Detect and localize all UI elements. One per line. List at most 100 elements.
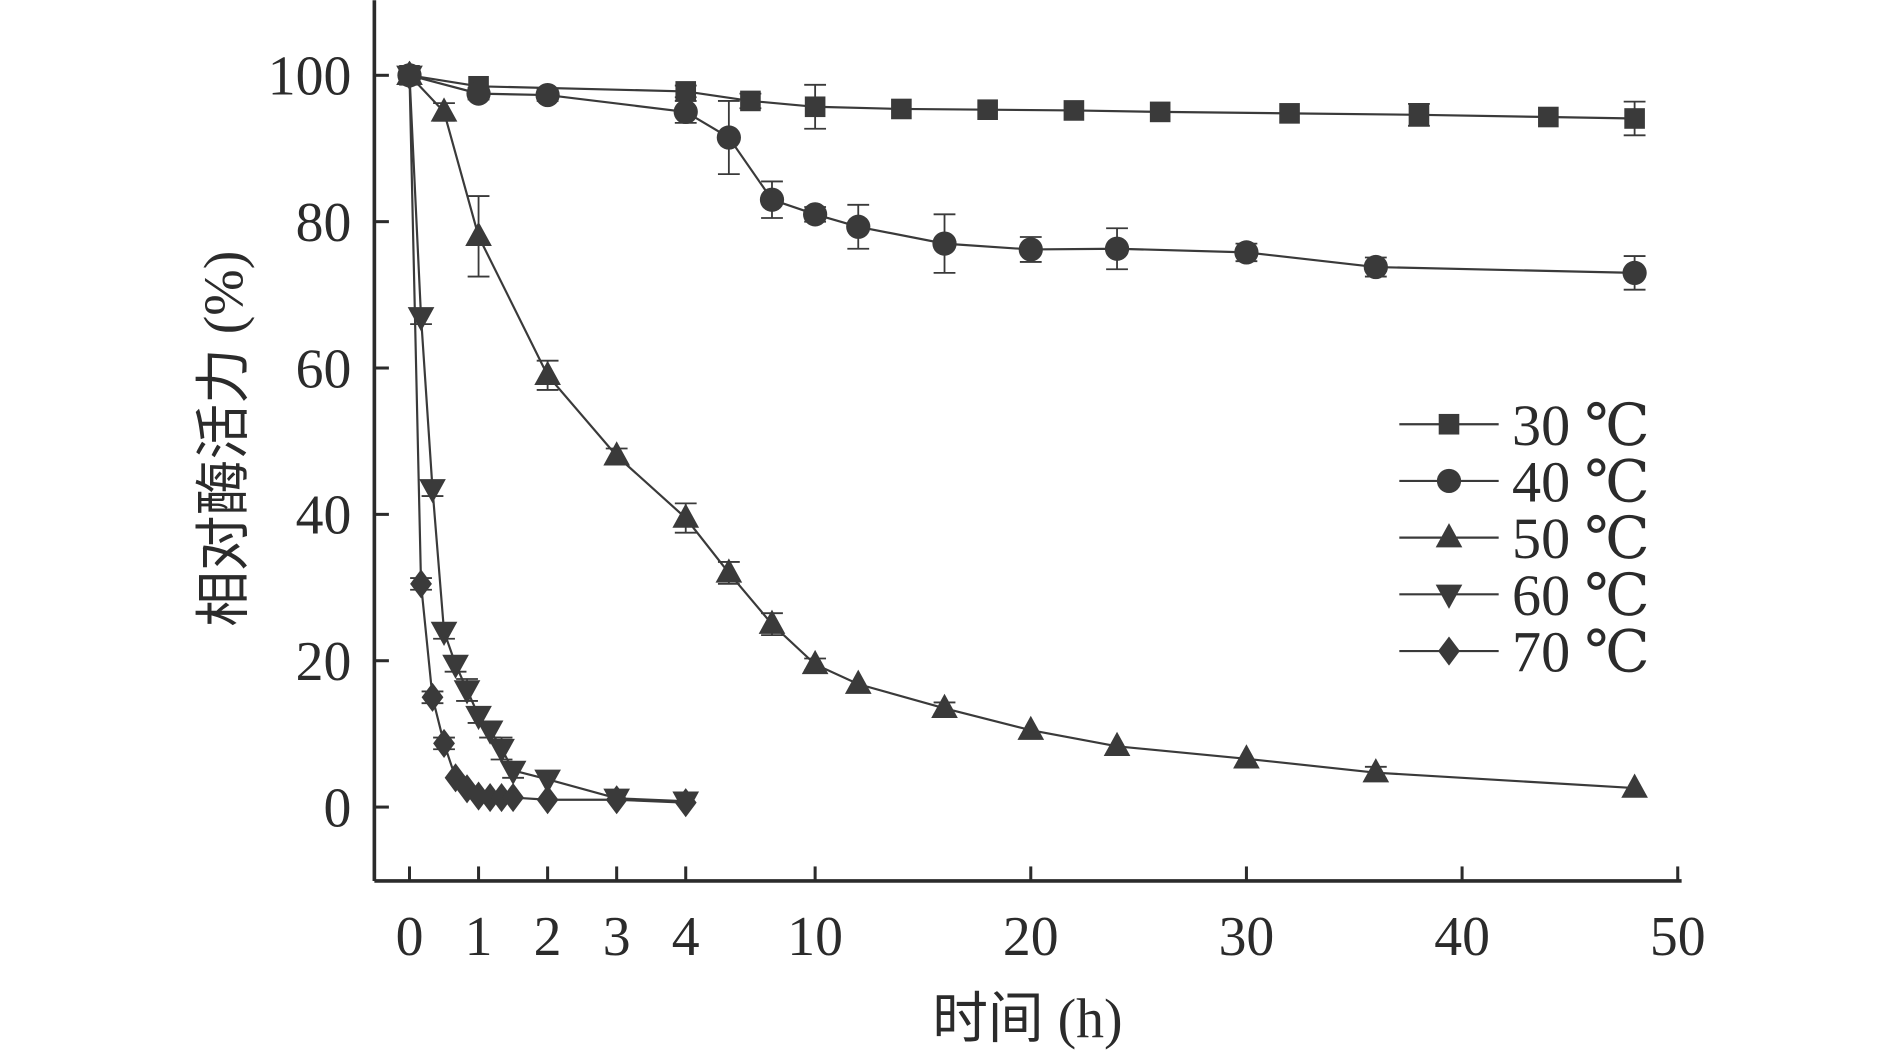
data-point [453, 680, 481, 705]
data-point [407, 307, 435, 332]
y-tick-label: 100 [268, 46, 352, 108]
x-tick-label: 0 [396, 906, 424, 968]
series-line [408, 74, 1635, 790]
legend-marker-circle-icon [1436, 468, 1462, 494]
series-line [409, 74, 1635, 120]
y-tick-label: 40 [296, 485, 352, 547]
data-point [433, 728, 455, 758]
data-point [490, 783, 513, 813]
data-point [977, 99, 998, 120]
series-50C [396, 60, 1648, 798]
data-point [1538, 106, 1559, 128]
data-point [801, 649, 829, 675]
series-line [408, 75, 686, 804]
data-point [466, 81, 491, 106]
data-point [1621, 773, 1648, 798]
data-point [759, 187, 785, 212]
data-point [1018, 237, 1043, 262]
legend-marker-diamond-icon [1438, 636, 1460, 666]
data-point [398, 60, 421, 90]
x-tick-label: 1 [465, 906, 493, 968]
legend-marker-triangle-down-icon [1435, 584, 1463, 609]
data-point [673, 99, 698, 125]
y-tick-label: 20 [296, 631, 352, 693]
axes [372, 0, 1682, 883]
data-point [534, 769, 561, 794]
series-layer [396, 60, 1648, 818]
x-tick-label: 30 [1219, 906, 1275, 968]
legend-label: 60 ℃ [1512, 563, 1650, 628]
x-tick-label: 20 [1003, 906, 1059, 968]
data-point [672, 503, 700, 528]
data-point [1017, 715, 1045, 740]
legend-label: 50 ℃ [1512, 506, 1650, 571]
legend-marker-square-icon [1438, 413, 1460, 435]
legend: 30 ℃40 ℃50 ℃60 ℃70 ℃ [1399, 393, 1650, 685]
series-70C [398, 60, 697, 818]
data-point [758, 609, 786, 634]
data-point [419, 479, 446, 504]
data-point [1103, 731, 1131, 757]
y-tick-label: 0 [323, 777, 351, 839]
legend-item: 30 ℃ [1399, 393, 1650, 458]
data-point [488, 738, 515, 764]
data-point [932, 231, 957, 256]
data-point [1063, 100, 1085, 121]
data-point [1279, 103, 1300, 124]
data-point [476, 720, 504, 745]
data-point [1622, 260, 1647, 286]
data-point [421, 682, 444, 712]
data-point [675, 81, 697, 102]
x-tick-label: 50 [1650, 906, 1706, 968]
data-point [716, 125, 741, 150]
data-point [844, 669, 872, 694]
data-point [1104, 236, 1130, 261]
data-point [803, 202, 828, 227]
data-point [715, 558, 743, 583]
series-line [408, 75, 686, 803]
legend-item: 60 ℃ [1399, 563, 1650, 628]
x-tick-label: 10 [787, 906, 843, 968]
x-tick-label: 4 [672, 906, 700, 968]
series-line [409, 74, 1635, 274]
data-point [536, 785, 559, 815]
data-point [1363, 254, 1388, 280]
data-point [499, 760, 527, 786]
data-point [1362, 758, 1390, 783]
data-point [465, 705, 492, 731]
data-point [430, 621, 458, 646]
data-point [502, 783, 524, 813]
legend-label: 40 ℃ [1512, 450, 1650, 515]
data-point [846, 214, 871, 239]
data-point [603, 441, 630, 466]
legend-item: 70 ℃ [1399, 620, 1650, 685]
legend-label: 70 ℃ [1512, 620, 1650, 685]
data-point [804, 96, 826, 118]
data-point [534, 360, 561, 386]
y-axis-label: 相对酶活力 (%) [193, 251, 255, 627]
data-point [1408, 104, 1430, 126]
data-point [442, 654, 469, 679]
data-point [891, 98, 912, 120]
legend-item: 50 ℃ [1399, 506, 1650, 571]
legend-label: 30 ℃ [1512, 393, 1650, 458]
data-point [931, 693, 958, 718]
y-tick-label: 60 [296, 338, 352, 400]
data-point [430, 97, 458, 122]
x-tick-label: 3 [603, 906, 631, 968]
data-point [535, 82, 560, 108]
series-40C [397, 63, 1647, 291]
x-tick-label: 2 [534, 906, 562, 968]
data-point [1234, 240, 1259, 265]
x-tick-label: 40 [1434, 906, 1490, 968]
data-point [1149, 101, 1171, 123]
legend-item: 40 ℃ [1399, 450, 1650, 515]
y-tick-label: 80 [296, 192, 352, 254]
legend-marker-triangle-up-icon [1435, 523, 1463, 548]
data-point [1233, 744, 1260, 769]
data-point [410, 569, 432, 599]
data-point [740, 90, 761, 112]
data-point [465, 221, 492, 246]
